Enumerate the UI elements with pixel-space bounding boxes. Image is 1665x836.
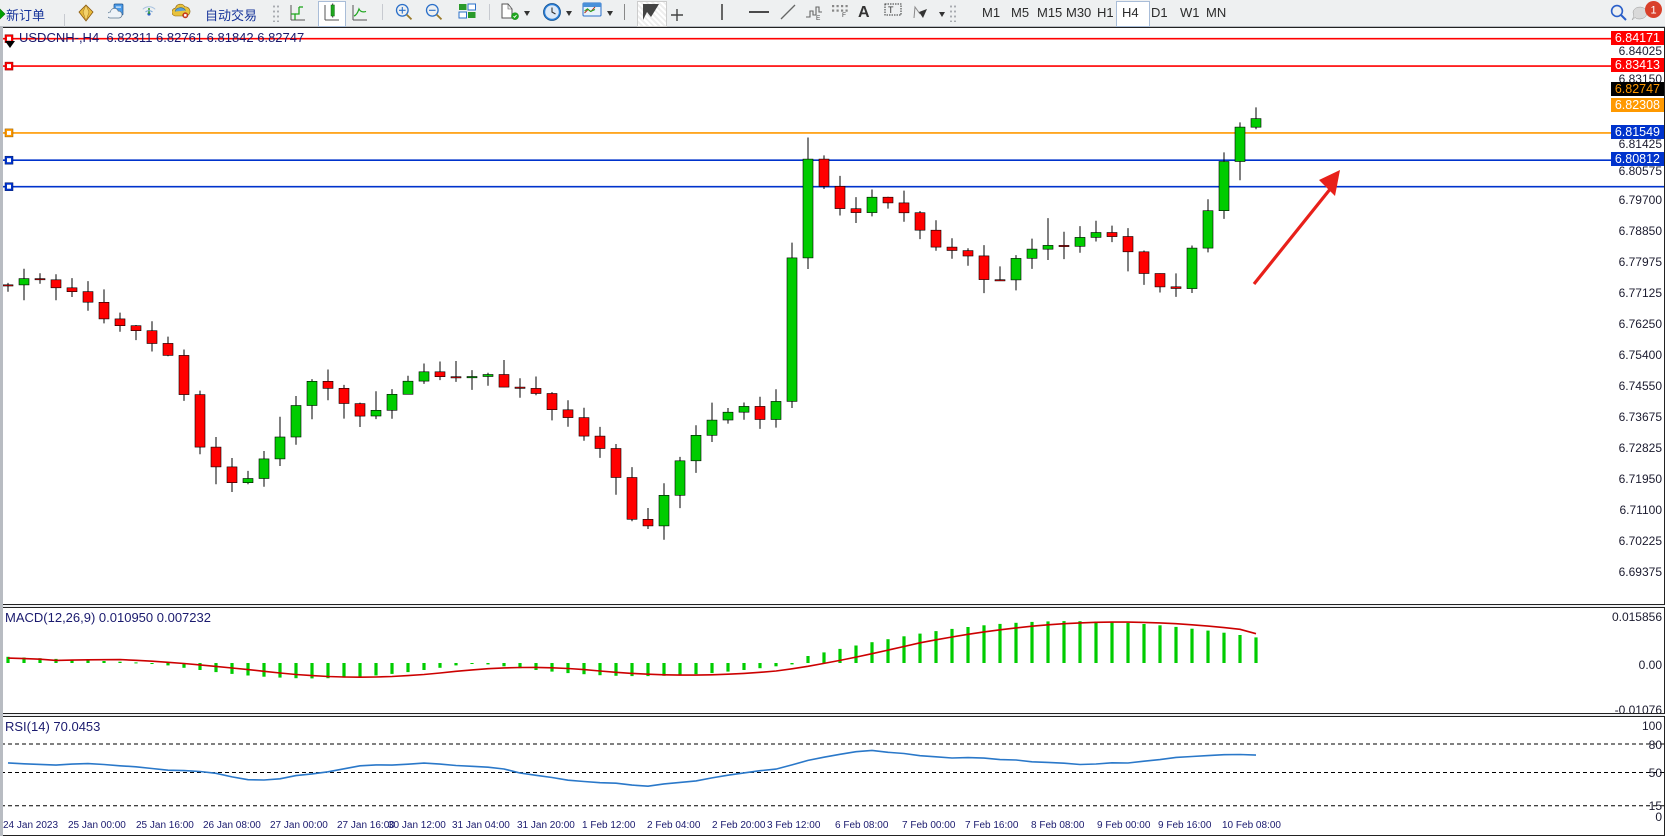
svg-text:F: F xyxy=(842,12,846,18)
svg-text:E: E xyxy=(816,15,821,21)
svg-text:T: T xyxy=(888,5,894,15)
svg-text:1: 1 xyxy=(1650,5,1656,17)
